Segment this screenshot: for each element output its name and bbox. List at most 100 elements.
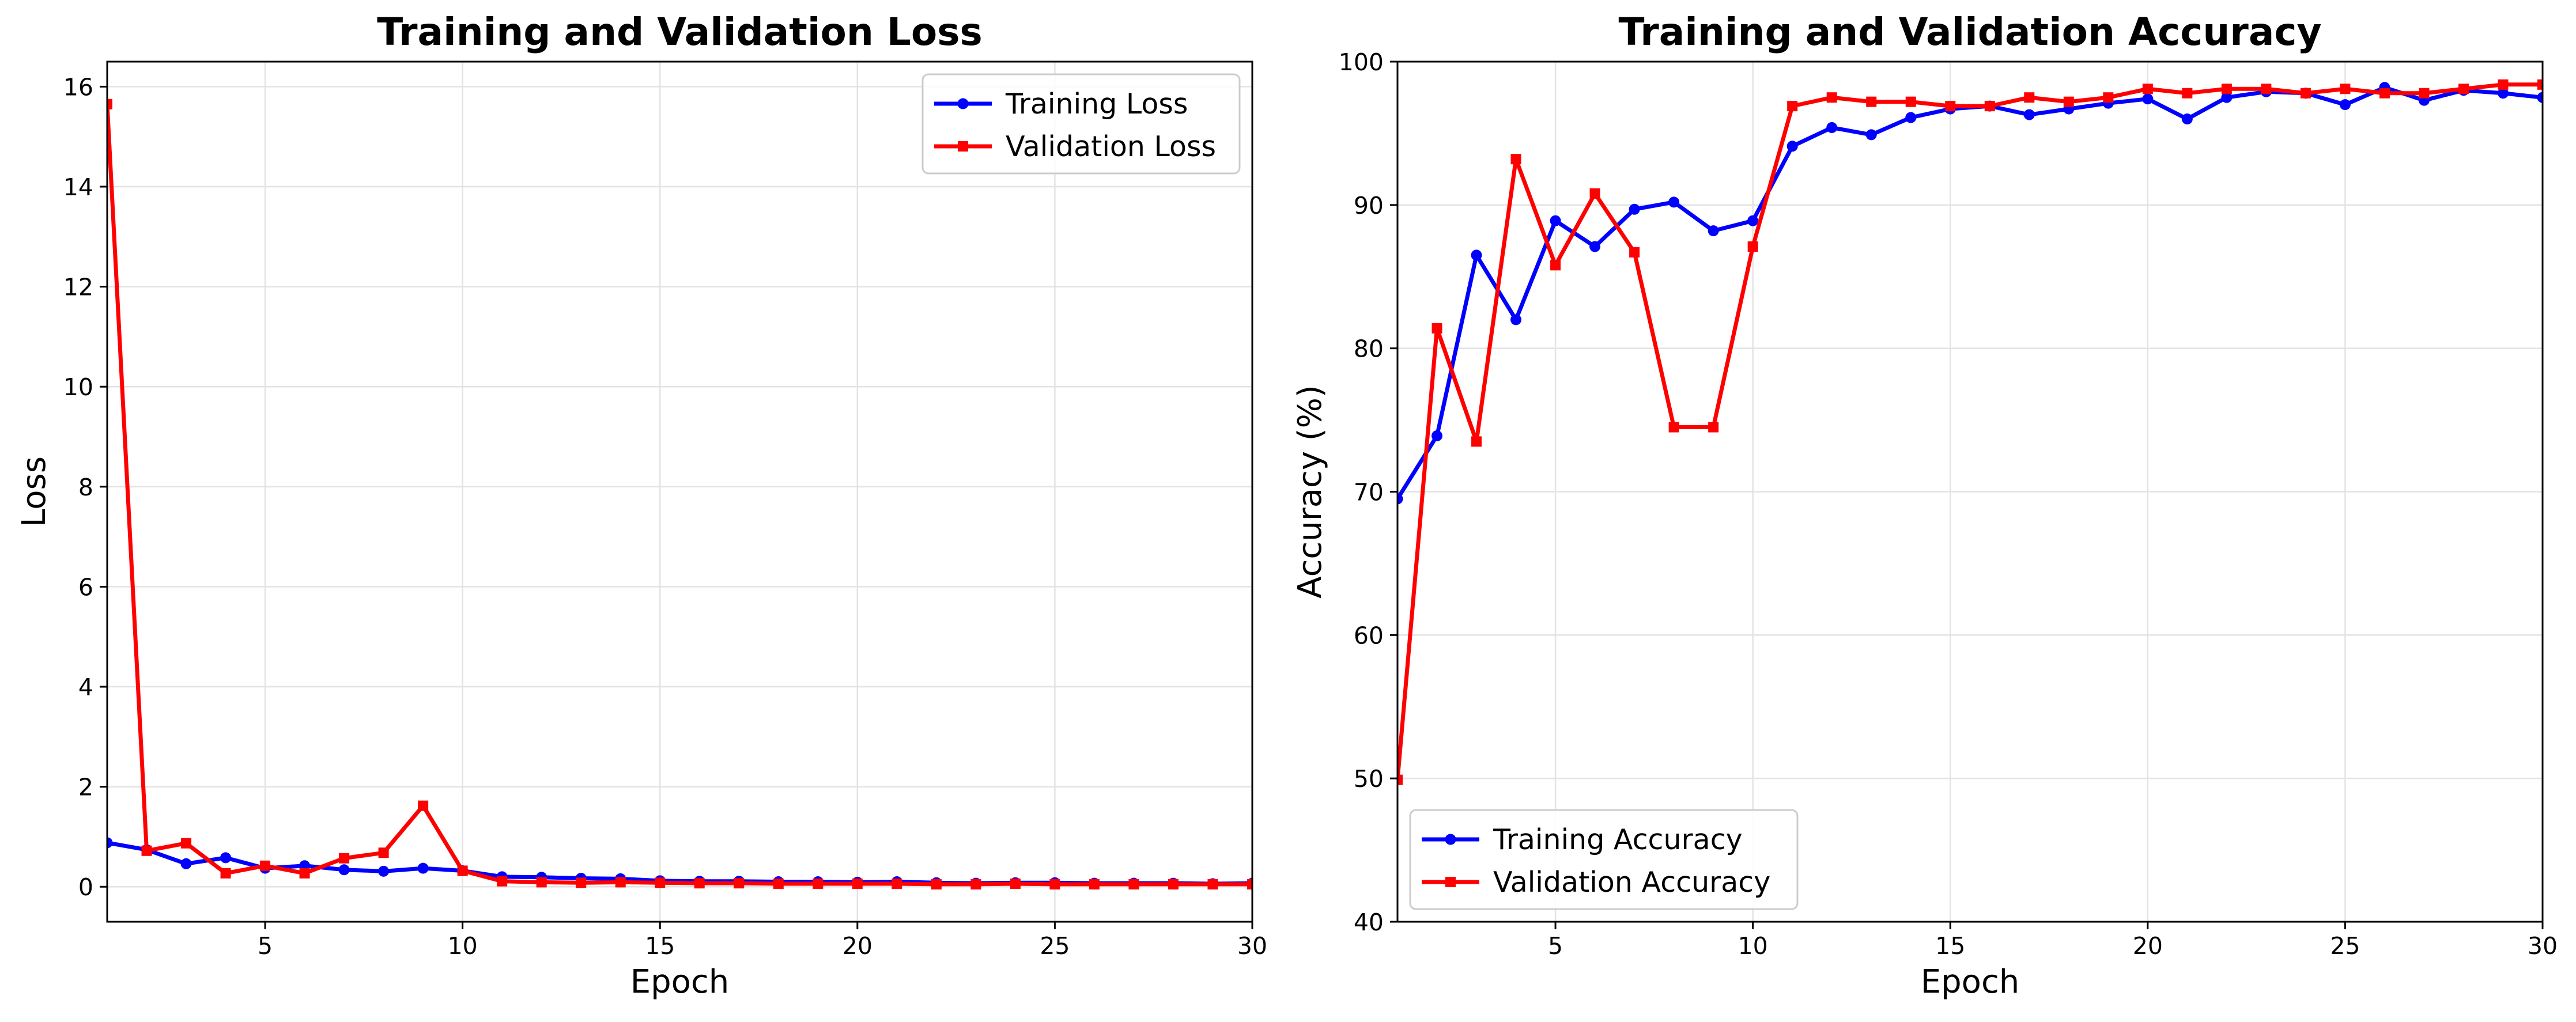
data-point — [1471, 436, 1482, 447]
legend-box — [921, 73, 1241, 175]
data-point — [813, 879, 824, 889]
data-point — [1550, 215, 1561, 226]
data-point — [970, 879, 981, 889]
data-point — [1471, 249, 1482, 261]
x-axis-label: Epoch — [630, 963, 729, 1001]
data-point — [2458, 84, 2469, 94]
data-point — [892, 879, 902, 889]
data-point — [181, 838, 192, 849]
data-point — [1010, 879, 1021, 889]
x-tick-label: 15 — [1935, 932, 1965, 960]
data-point — [2024, 92, 2035, 103]
data-point — [852, 879, 863, 889]
chart-panel-2: 5 10 15 20 25 30 40 50 60 70 80 90 100 Training and V… — [1291, 10, 2558, 1001]
x-axis-label: Epoch — [1921, 963, 2019, 1001]
data-point — [2221, 92, 2233, 103]
chart-panel-1: 5 10 15 20 25 30 0 2 4 6 8 10 12 14 16 Training and Val… — [16, 10, 1267, 1001]
x-tick-label: 5 — [258, 932, 273, 960]
data-point — [2300, 88, 2311, 99]
data-point — [457, 865, 468, 876]
legend-item: Validation Loss — [934, 130, 1216, 163]
legend-swatch-marker — [958, 141, 968, 152]
chart-title: Training and Validation Accuracy — [1618, 10, 2321, 54]
y-tick-label: 80 — [1354, 335, 1384, 363]
data-point — [2498, 79, 2509, 90]
chart-title: Training and Validation Loss — [377, 10, 983, 54]
data-point — [1747, 241, 1758, 252]
x-tick-label: 25 — [1040, 932, 1070, 960]
x-tick-label: 10 — [448, 932, 478, 960]
data-point — [1431, 430, 1443, 441]
data-point — [260, 860, 271, 871]
data-point — [107, 99, 112, 109]
data-point — [220, 868, 231, 879]
data-point — [1866, 96, 1877, 107]
data-point — [2221, 84, 2232, 94]
data-point — [220, 852, 232, 864]
data-point — [1629, 203, 1640, 215]
y-tick-label: 40 — [1354, 909, 1384, 936]
data-point — [694, 878, 705, 889]
data-point — [2261, 84, 2272, 94]
data-point — [1397, 774, 1403, 785]
data-point — [1708, 422, 1719, 433]
data-point — [1207, 879, 1218, 889]
y-tick-label: 10 — [63, 373, 93, 401]
x-tick-label: 25 — [2330, 932, 2360, 960]
series-validation-loss — [107, 99, 1252, 889]
data-point — [1550, 260, 1561, 271]
legend-item: Training Accuracy — [1422, 823, 1743, 856]
data-point — [1168, 879, 1179, 889]
data-point — [1247, 879, 1252, 889]
y-tick-label: 70 — [1354, 479, 1384, 506]
data-point — [1826, 122, 1838, 133]
data-point — [1589, 188, 1600, 199]
data-point — [299, 868, 310, 879]
data-point — [2181, 113, 2193, 125]
data-point — [576, 877, 587, 888]
data-point — [2182, 88, 2193, 99]
y-axis-label: Loss — [16, 456, 53, 527]
data-point — [1668, 196, 1680, 208]
axes-frame — [106, 60, 1253, 923]
data-point — [1826, 92, 1837, 103]
legend-swatch-marker — [1445, 877, 1456, 887]
data-point — [655, 877, 666, 888]
data-point — [1787, 101, 1798, 112]
y-tick-label: 4 — [78, 673, 93, 701]
y-tick-label: 14 — [63, 173, 93, 201]
data-point — [1397, 493, 1403, 505]
data-point — [2419, 88, 2430, 99]
y-tick-label: 2 — [78, 774, 93, 801]
data-point — [2063, 96, 2074, 107]
data-point — [536, 877, 547, 888]
data-point — [2339, 99, 2351, 111]
data-point — [2497, 88, 2509, 99]
x-tick-label: 5 — [1548, 932, 1563, 960]
data-point — [1905, 96, 1916, 107]
plot-area — [107, 62, 1252, 922]
data-point — [734, 878, 745, 889]
data-point — [378, 865, 390, 877]
data-point — [2379, 88, 2390, 99]
x-tick-label: 20 — [2133, 932, 2163, 960]
data-point — [378, 847, 389, 858]
x-tick-label: 30 — [1237, 932, 1267, 960]
legend-swatch-marker — [957, 98, 969, 109]
data-point — [2023, 109, 2035, 120]
data-point — [1589, 241, 1601, 252]
data-point — [417, 862, 429, 874]
data-point — [1945, 101, 1956, 112]
data-point — [1049, 879, 1060, 889]
data-point — [2537, 79, 2543, 90]
y-tick-label: 6 — [78, 573, 93, 601]
y-axis-label: Accuracy (%) — [1291, 385, 1329, 598]
legend-label: Training Loss — [1005, 88, 1188, 120]
data-point — [107, 837, 113, 849]
data-point — [1629, 247, 1640, 258]
legend-label: Validation Loss — [1006, 130, 1216, 163]
data-point — [1786, 141, 1798, 152]
data-point — [2340, 84, 2351, 94]
data-point — [1510, 314, 1522, 325]
legend-item: Validation Accuracy — [1422, 866, 1770, 899]
